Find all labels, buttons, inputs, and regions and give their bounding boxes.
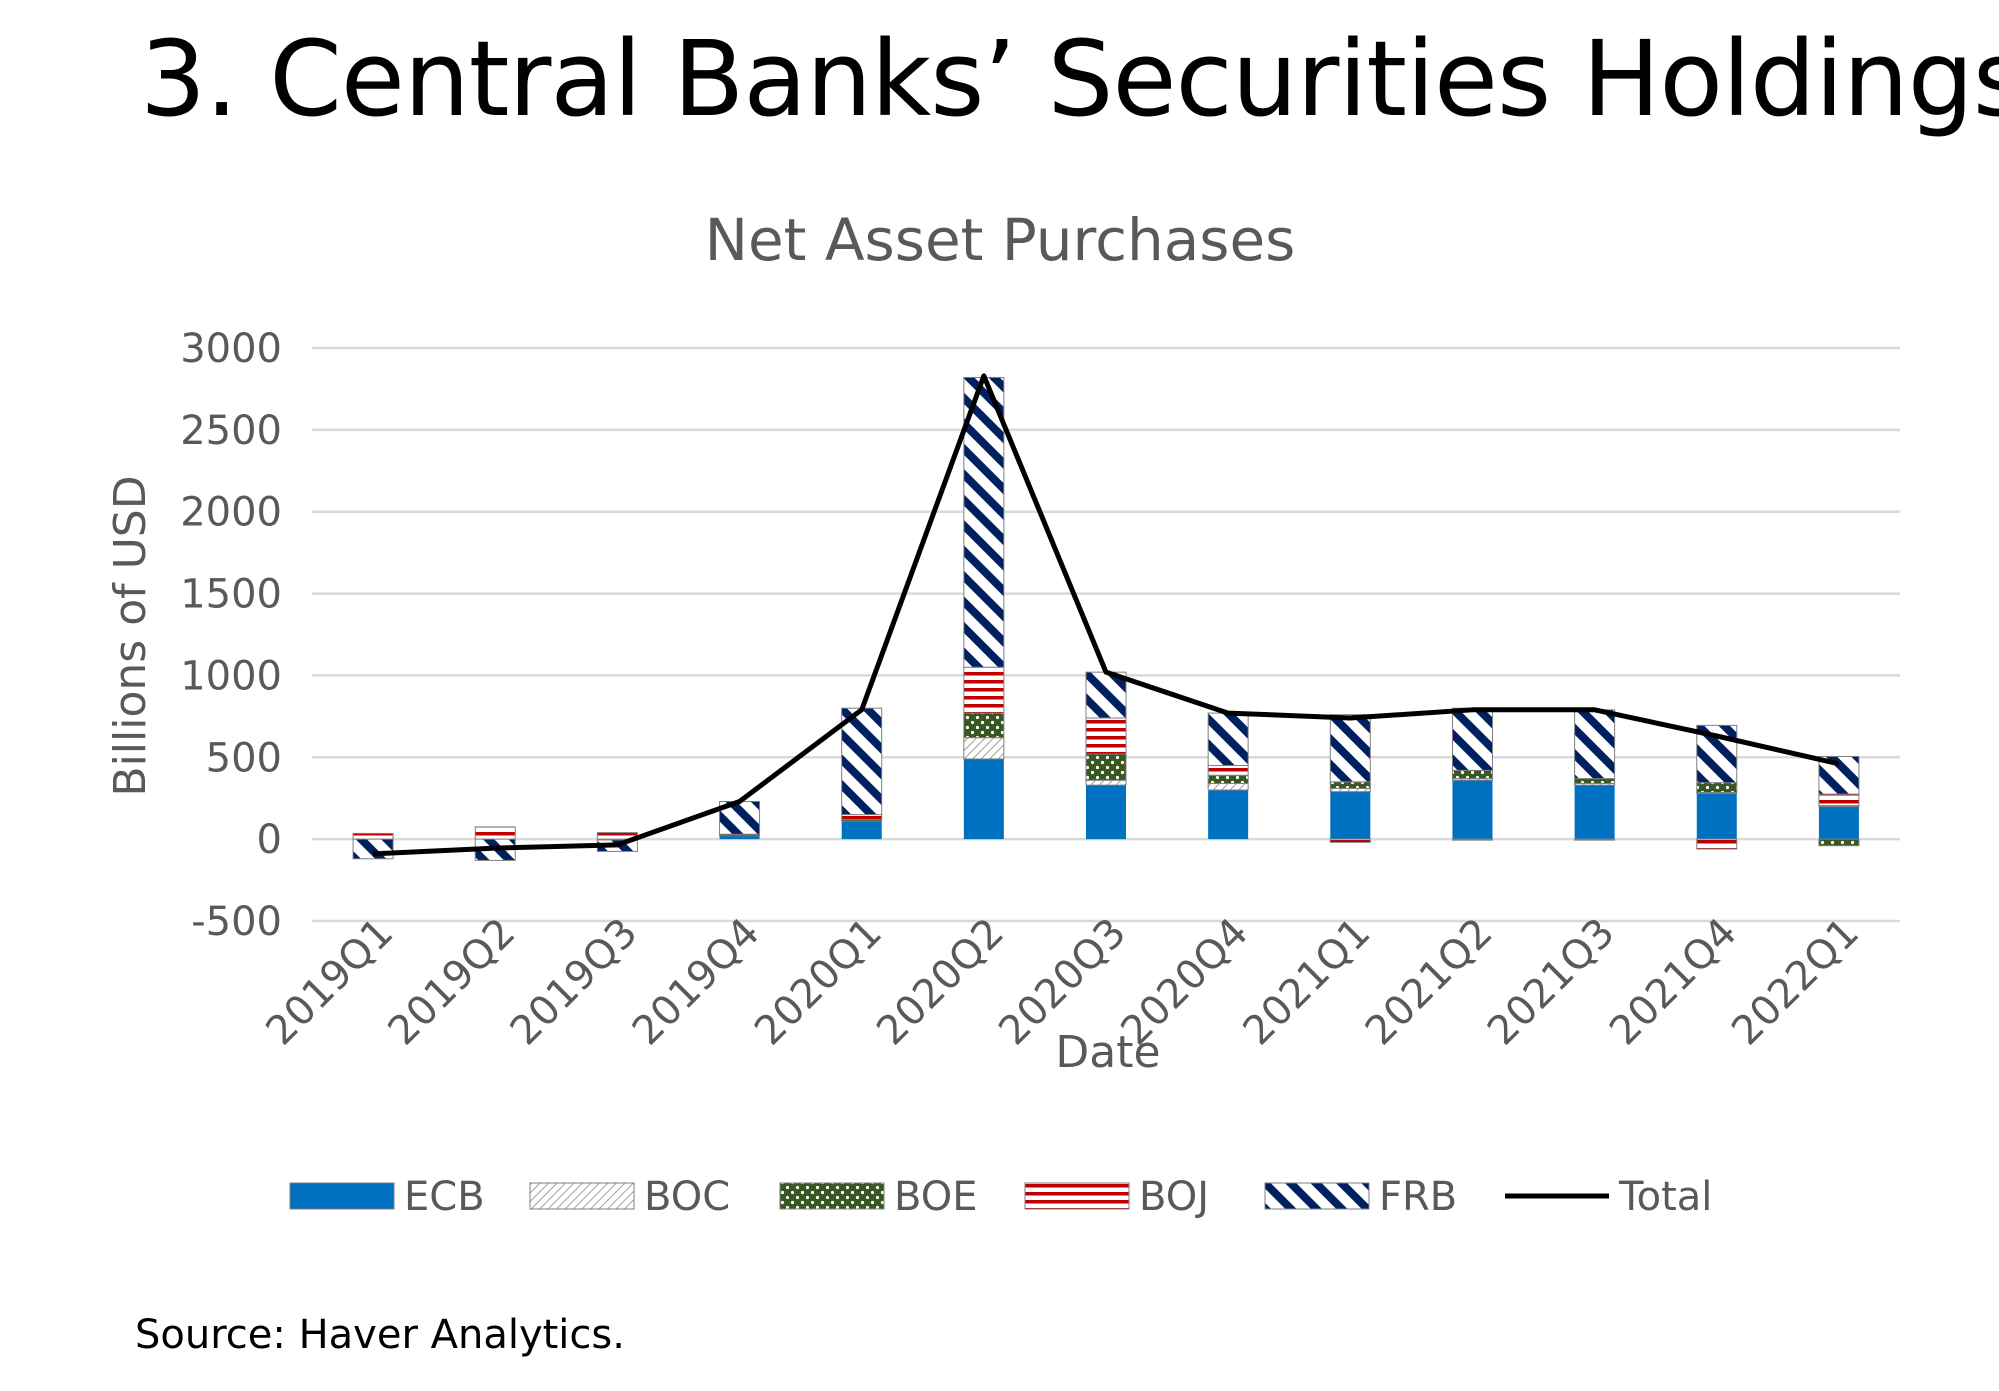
bar-frb-2021q2 (1451, 707, 1493, 771)
x-tick-label: 2019Q4 (624, 910, 769, 1055)
legend-label-frb: FRB (1379, 1174, 1457, 1220)
legend-label-boe: BOE (894, 1174, 978, 1220)
legend-label-boc: BOC (644, 1174, 730, 1220)
bar-ecb-2022q1 (1818, 806, 1859, 840)
y-axis-label: Billions of USD (105, 475, 156, 796)
bar-ecb-2021q1 (1330, 791, 1371, 840)
bar-boe-2021q1 (1329, 781, 1371, 789)
bar-frb-2020q4 (1207, 712, 1249, 766)
bar-boe-2020q2 (963, 712, 1005, 739)
bar-boj-2020q4 (1207, 764, 1249, 776)
x-tick-label: 2019Q3 (502, 910, 647, 1055)
bar-boj-2019q2 (474, 826, 516, 840)
x-tick-label: 2021Q3 (1479, 910, 1624, 1055)
x-tick-label: 2021Q1 (1235, 910, 1380, 1055)
y-tick-label: 2000 (180, 490, 282, 536)
x-tick-label: 2019Q2 (380, 910, 525, 1055)
bar-boj-2020q3 (1085, 717, 1127, 755)
legend-swatch-ecb (289, 1182, 395, 1210)
bar-boj-2021q3 (1574, 838, 1616, 841)
legend-swatch-boc (529, 1182, 635, 1210)
bar-boj-2022q1 (1818, 793, 1860, 807)
bar-boe-2020q4 (1207, 774, 1249, 784)
bar-boj-2019q1 (352, 832, 394, 840)
y-tick-label: 2500 (180, 408, 282, 454)
total-line (372, 373, 1840, 857)
bar-boe-2022q1 (1818, 838, 1860, 847)
bar-frb-2020q3 (1085, 671, 1127, 719)
bar-boj-2021q1 (1329, 838, 1371, 843)
bar-ecb-2021q4 (1696, 793, 1737, 840)
x-tick-label: 2021Q4 (1601, 910, 1746, 1055)
y-tick-labels: -500 0 500 1000 1500 2000 2500 3000 (180, 326, 282, 945)
bar-boj-2021q2 (1451, 838, 1493, 841)
bar-boj-2020q1 (841, 814, 883, 820)
y-tick-label: -500 (191, 899, 282, 945)
bar-boc-2020q4 (1207, 782, 1249, 791)
source-note: Source: Haver Analytics. (135, 1312, 625, 1358)
x-axis-label: Date (1055, 1027, 1160, 1078)
bars (352, 376, 1860, 861)
bar-frb-2021q3 (1574, 709, 1616, 780)
y-tick-label: 500 (206, 735, 282, 781)
bar-boc-2020q2 (963, 737, 1005, 760)
chart-title: Net Asset Purchases (705, 206, 1296, 274)
y-tick-label: 1000 (180, 653, 282, 699)
x-tick-label: 2022Q1 (1723, 910, 1868, 1055)
bar-boe-2021q3 (1574, 778, 1616, 784)
bar-frb-2019q1 (352, 838, 394, 860)
y-tick-label: 1500 (180, 572, 282, 618)
bar-frb-2021q1 (1329, 714, 1371, 783)
legend-label-ecb: ECB (404, 1174, 485, 1220)
legend-label-total: Total (1618, 1174, 1712, 1220)
bar-ecb-2020q2 (963, 758, 1004, 840)
bar-ecb-2021q2 (1452, 780, 1493, 840)
x-tick-label: 2021Q2 (1357, 910, 1502, 1055)
total-line-series (372, 373, 1840, 857)
bar-ecb-2019q4 (719, 835, 760, 840)
bar-ecb-2020q1 (841, 821, 882, 840)
legend-swatch-boe (779, 1182, 885, 1210)
bar-boj-2020q2 (963, 666, 1005, 714)
x-tick-label: 2020Q1 (746, 910, 891, 1055)
x-tick-label: 2020Q2 (868, 910, 1013, 1055)
bar-ecb-2021q3 (1574, 785, 1615, 840)
bar-frb-2020q1 (841, 707, 883, 816)
bar-boe-2021q4 (1696, 782, 1738, 793)
bar-boc-2020q3 (1085, 779, 1127, 786)
y-tick-label: 0 (257, 817, 282, 863)
legend-swatch-frb (1264, 1182, 1370, 1210)
bar-boe-2021q2 (1451, 769, 1493, 780)
page-title: 3. Central Banks’ Securities Holdings (140, 18, 1999, 140)
bar-ecb-2020q4 (1208, 790, 1249, 840)
legend-swatch-boj (1024, 1182, 1130, 1210)
bar-frb-2020q2 (963, 376, 1005, 668)
bar-boe-2020q3 (1085, 753, 1127, 781)
legend-label-boj: BOJ (1139, 1174, 1209, 1220)
bar-boj-2021q4 (1696, 838, 1738, 850)
y-tick-label: 3000 (180, 326, 282, 372)
legend: ECB BOC BOE BOJ FRB Total (289, 1174, 1712, 1220)
bar-ecb-2020q3 (1086, 785, 1126, 840)
